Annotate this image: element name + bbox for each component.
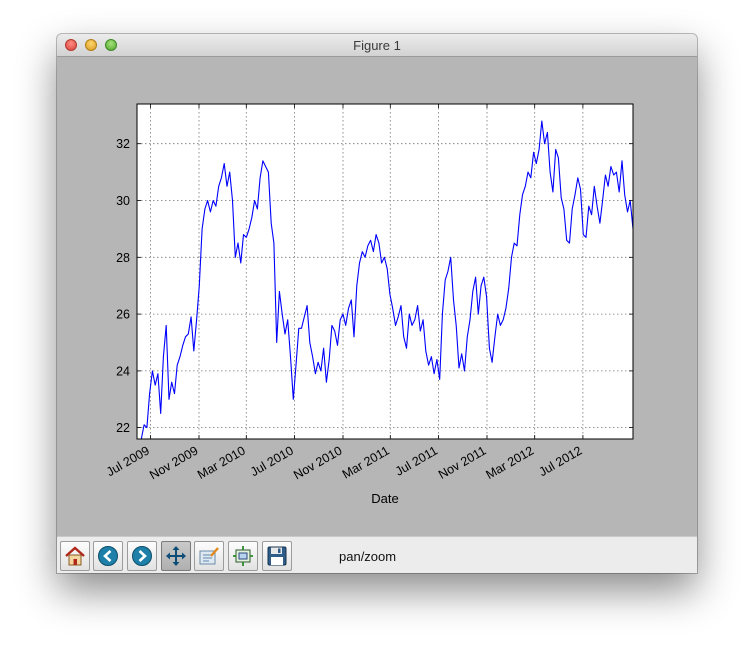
forward-button[interactable] — [127, 541, 157, 571]
zoom-window-button[interactable] — [105, 39, 117, 51]
axes-background — [137, 104, 633, 439]
home-icon — [65, 546, 85, 566]
x-tick-label: Jul 2012 — [536, 443, 584, 479]
tick-marks — [137, 104, 633, 439]
x-tick-label: Mar 2011 — [340, 443, 392, 481]
floppy-disk-icon — [267, 546, 287, 566]
y-tick-label: 28 — [116, 251, 130, 265]
figure-window: Figure 1 22 24 26 28 30 32 Jul 2009 Nov 2009 Mar… — [57, 34, 697, 573]
x-tick-label: Mar 2010 — [195, 443, 248, 482]
subplots-button[interactable] — [228, 541, 258, 571]
axes-frame — [136, 103, 634, 440]
x-tick-label: Jul 2011 — [393, 443, 440, 478]
subplots-config-icon — [233, 546, 253, 566]
y-tick-label: 30 — [116, 194, 130, 208]
x-tick-label: Jul 2010 — [248, 443, 296, 479]
title-bar: Figure 1 — [57, 34, 697, 57]
x-tick-label: Jul 2009 — [104, 443, 152, 479]
x-axis-label: Date — [371, 491, 398, 506]
x-tick-label: Mar 2012 — [483, 443, 536, 482]
zoom-button[interactable] — [194, 541, 224, 571]
x-tick-label: Nov 2011 — [436, 443, 489, 481]
toolbar-mode-label: pan/zoom — [339, 549, 397, 564]
y-tick-label: 24 — [116, 364, 130, 378]
arrow-right-icon — [132, 546, 152, 566]
home-button[interactable] — [60, 541, 90, 571]
zoom-rect-icon — [199, 547, 219, 565]
y-tick-label: 32 — [116, 137, 130, 151]
pan-move-icon — [166, 546, 186, 566]
minimize-window-button[interactable] — [85, 39, 97, 51]
save-button[interactable] — [262, 541, 292, 571]
x-tick-label: Nov 2009 — [147, 443, 200, 482]
arrow-left-icon — [98, 546, 118, 566]
pan-button[interactable] — [161, 541, 191, 571]
y-tick-label: 26 — [116, 308, 130, 322]
back-button[interactable] — [93, 541, 123, 571]
close-window-button[interactable] — [65, 39, 77, 51]
price-line — [140, 120, 634, 440]
x-tick-label: Nov 2010 — [291, 443, 344, 482]
window-title: Figure 1 — [353, 38, 401, 53]
gridlines — [137, 104, 633, 439]
y-tick-label: 22 — [116, 421, 130, 435]
navigation-toolbar: pan/zoom — [57, 536, 697, 573]
